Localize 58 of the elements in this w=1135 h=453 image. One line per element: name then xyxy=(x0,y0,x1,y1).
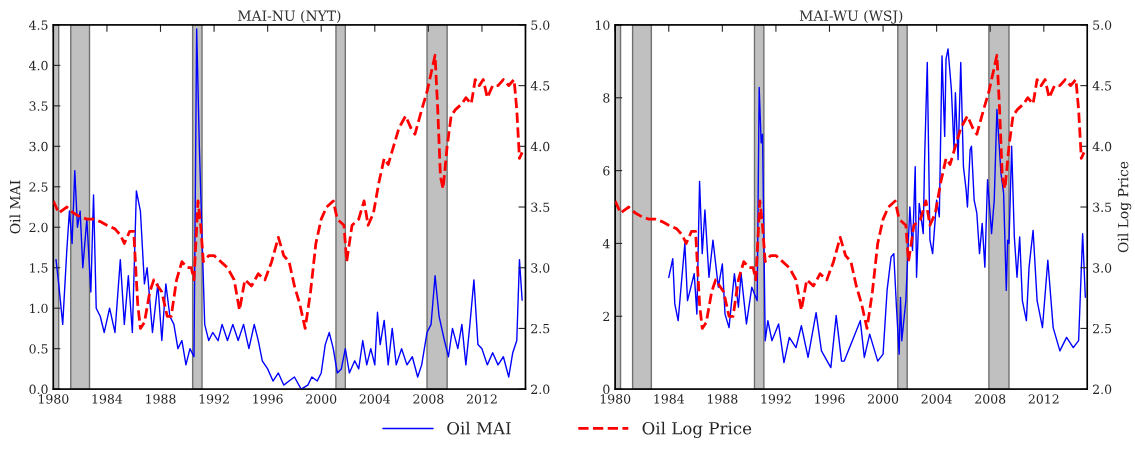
y2-tick-label: 4.0 xyxy=(1092,141,1112,152)
y2-tick-label: 2.0 xyxy=(1093,384,1112,395)
y-tick-label: 4 xyxy=(602,238,610,249)
y-tick-label: 4.5 xyxy=(28,20,48,30)
y2-tick-label: 3.0 xyxy=(1093,263,1112,273)
y2-tick-label: 2.5 xyxy=(531,323,550,334)
x-tick-label: 1996 xyxy=(253,394,283,404)
x-tick-label: 1992 xyxy=(761,394,791,404)
x-tick-label: 1984 xyxy=(92,394,123,404)
x-tick-label: 1984 xyxy=(654,394,685,404)
x-tick-label: 2008 xyxy=(413,394,444,404)
y2-tick-label: 4.0 xyxy=(530,141,550,152)
y-axis-title: Oil MAI xyxy=(9,180,21,234)
y-tick-label: 3.5 xyxy=(29,101,48,111)
x-tick-label: 1988 xyxy=(707,394,738,404)
x-tick-label: 2004 xyxy=(359,394,391,404)
y-tick-label: 10 xyxy=(595,20,610,30)
line-series xyxy=(55,28,523,390)
x-tick-label: 2012 xyxy=(466,394,497,404)
y-tick-label: 1.5 xyxy=(30,263,48,273)
legend-label: Oil MAI xyxy=(447,421,511,435)
line-series xyxy=(53,53,524,330)
y2-tick-label: 5.0 xyxy=(1093,20,1112,30)
line-series xyxy=(615,53,1086,330)
y-tick-label: 2.5 xyxy=(29,182,48,192)
x-tick-label: 2004 xyxy=(921,394,952,404)
y2-tick-label: 4.5 xyxy=(530,81,550,91)
y-tick-label: 4.0 xyxy=(28,60,48,71)
y-tick-label: 2 xyxy=(603,311,610,322)
x-tick-label: 2000 xyxy=(306,394,337,404)
y2-tick-label: 3.5 xyxy=(531,202,550,212)
y-tick-label: 0 xyxy=(603,384,610,395)
y2-axis-title: Oil Log Price xyxy=(1117,161,1132,253)
x-tick-label: 1980 xyxy=(600,394,631,404)
line-series xyxy=(668,48,1087,369)
y2-tick-label: 3.5 xyxy=(1093,202,1112,212)
y2-tick-label: 3.0 xyxy=(531,263,550,273)
y-tick-label: 2.0 xyxy=(29,222,48,233)
y2-tick-label: 4.5 xyxy=(1092,81,1112,91)
y-tick-label: 6 xyxy=(603,166,610,176)
y-tick-label: 0.0 xyxy=(29,384,48,395)
y-tick-label: 1.0 xyxy=(30,303,48,314)
y-tick-label: 0.5 xyxy=(29,344,48,354)
x-tick-label: 1988 xyxy=(146,394,176,404)
x-tick-label: 2000 xyxy=(868,394,899,404)
chart-title: MAI-NU (NYT) xyxy=(238,10,341,23)
x-tick-label: 1980 xyxy=(38,394,69,404)
y-tick-label: 3.0 xyxy=(29,141,48,152)
x-tick-label: 2008 xyxy=(975,394,1006,404)
legend-label: Oil Log Price xyxy=(642,421,752,438)
y2-tick-label: 2.0 xyxy=(531,384,550,395)
chart-title: MAI-WU (WSJ) xyxy=(799,10,903,24)
y-tick-label: 8 xyxy=(603,93,610,103)
y2-tick-label: 5.0 xyxy=(531,20,550,30)
x-tick-label: 2012 xyxy=(1028,394,1059,404)
x-tick-label: 1996 xyxy=(815,394,845,404)
x-tick-label: 1992 xyxy=(199,394,229,404)
y2-tick-label: 2.5 xyxy=(1093,323,1112,334)
